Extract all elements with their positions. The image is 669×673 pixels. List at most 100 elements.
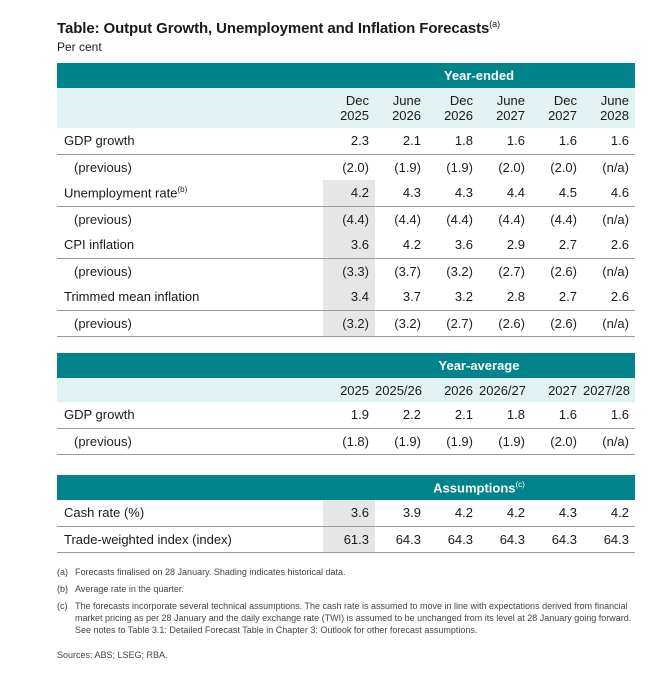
footnote: (b) Average rate in the quarter. bbox=[57, 584, 184, 594]
column-header-year: 2028 bbox=[600, 108, 629, 123]
table-cell: (2.6) bbox=[550, 315, 577, 331]
year-average-label: Year-average bbox=[438, 358, 520, 373]
assumptions-label: Assumptions(c) bbox=[433, 479, 525, 496]
row-label: Cash rate (%) bbox=[57, 505, 323, 520]
table-cell: 1.8 bbox=[506, 407, 525, 423]
table-cell: 61.3 bbox=[323, 526, 375, 552]
column-header: 2027/28 bbox=[583, 382, 630, 398]
table-cell: 4.5 bbox=[558, 185, 577, 201]
assumptions-table: Assumptions(c) Cash rate (%) 3.6 3.9 4.2 4.2… bbox=[57, 475, 635, 553]
table-cell: 1.8 bbox=[454, 133, 473, 149]
column-header: 2026 bbox=[444, 382, 473, 398]
table-cell: 1.6 bbox=[610, 407, 629, 423]
column-header-year: 2027 bbox=[496, 108, 525, 123]
table-row: (previous) (3.2) (3.2) (2.7) (2.6) (2.6) (n/a) bbox=[57, 310, 635, 337]
row-label-text: (previous) bbox=[74, 433, 132, 449]
table-cell: (1.8) bbox=[342, 433, 369, 449]
table-row: (previous) (1.8) (1.9) (1.9) (1.9) (2.0) (n/a) bbox=[57, 429, 635, 455]
column-header: 2025 bbox=[340, 382, 369, 398]
table-cell: (2.0) bbox=[550, 159, 577, 175]
year-ended-table: Year-ended Dec 2025 June 2026 Dec 2026 June 202… bbox=[57, 63, 635, 337]
table-cell: (n/a) bbox=[602, 211, 629, 227]
row-note: (b) bbox=[177, 185, 188, 195]
table-cell: 4.3 bbox=[402, 185, 421, 201]
table-row: (previous) (2.0) (1.9) (1.9) (2.0) (2.0) (n/a) bbox=[57, 155, 635, 181]
table-cell: (4.4) bbox=[446, 211, 473, 227]
row-label-text: (previous) bbox=[74, 263, 132, 279]
row-label-text: Trimmed mean inflation bbox=[64, 289, 200, 305]
table-cell: 3.6 bbox=[454, 237, 473, 253]
title-note: (a) bbox=[489, 19, 500, 29]
column-header-period: Dec bbox=[449, 93, 473, 108]
table-row: GDP growth 2.3 2.1 1.8 1.6 1.6 1.6 bbox=[57, 128, 635, 155]
table-cell: (3.2) bbox=[394, 315, 421, 331]
table-cell: 2.1 bbox=[402, 133, 421, 149]
year-average-band: Year-average bbox=[57, 353, 635, 378]
table-cell: 4.2 bbox=[323, 180, 375, 206]
row-label: (previous) bbox=[57, 160, 323, 175]
row-label: Trimmed mean inflation bbox=[57, 289, 323, 304]
table-cell: (2.6) bbox=[498, 315, 525, 331]
table-cell: (3.2) bbox=[323, 310, 375, 336]
row-label: Trade-weighted index (index) bbox=[57, 532, 323, 547]
year-average-header: 2025 2025/26 2026 2026/27 2027 2027/28 bbox=[57, 378, 635, 402]
table-cell: 4.3 bbox=[454, 185, 473, 201]
row-label-text: (previous) bbox=[74, 315, 132, 331]
table-cell: 2.6 bbox=[610, 237, 629, 253]
table-cell: (2.0) bbox=[342, 159, 369, 175]
row-label: (previous) bbox=[57, 434, 323, 449]
row-label-text: Trade-weighted index (index) bbox=[64, 531, 232, 547]
table-cell: 1.6 bbox=[506, 133, 525, 149]
table-cell: (n/a) bbox=[602, 433, 629, 449]
table-cell: 64.3 bbox=[499, 531, 525, 547]
table-cell: (4.4) bbox=[323, 206, 375, 232]
table-cell: 4.4 bbox=[506, 185, 525, 201]
column-header: Dec 2026 bbox=[427, 93, 479, 123]
row-label-text: CPI inflation bbox=[64, 237, 135, 253]
row-label: (previous) bbox=[57, 316, 323, 331]
footnote: (a) Forecasts finalised on 28 January. Sh… bbox=[57, 567, 346, 577]
table-cell: (2.0) bbox=[498, 159, 525, 175]
row-label: (previous) bbox=[57, 264, 323, 279]
table-cell: (n/a) bbox=[602, 263, 629, 279]
table-cell: 64.3 bbox=[447, 531, 473, 547]
page-title: Table: Output Growth, Unemployment and I… bbox=[57, 19, 500, 37]
row-label-text: GDP growth bbox=[64, 407, 135, 423]
row-label: CPI inflation bbox=[57, 237, 323, 252]
column-header-year: 2027 bbox=[548, 108, 577, 123]
table-row: GDP growth 1.9 2.2 2.1 1.8 1.6 1.6 bbox=[57, 402, 635, 429]
table-cell: 1.6 bbox=[610, 133, 629, 149]
column-header-period: June bbox=[496, 93, 525, 108]
row-label-text: Unemployment rate bbox=[64, 185, 178, 201]
year-ended-band: Year-ended bbox=[57, 63, 635, 88]
table-row: (previous) (3.3) (3.7) (3.2) (2.7) (2.6) (n/a) bbox=[57, 258, 635, 284]
table-cell: 2.8 bbox=[506, 289, 525, 305]
table-cell: 3.9 bbox=[402, 505, 421, 521]
column-header: June 2028 bbox=[583, 93, 635, 123]
row-label: Unemployment rate(b) bbox=[57, 185, 323, 200]
table-cell: 1.6 bbox=[558, 407, 577, 423]
column-header-year: 2025 bbox=[340, 108, 369, 123]
table-cell: (n/a) bbox=[602, 315, 629, 331]
column-header-year: 2026 bbox=[392, 108, 421, 123]
table-cell: 3.6 bbox=[323, 232, 375, 258]
table-cell: 4.2 bbox=[402, 237, 421, 253]
column-header-period: Dec bbox=[345, 93, 369, 108]
column-header-year: 2026 bbox=[444, 108, 473, 123]
row-label-text: (previous) bbox=[74, 159, 132, 175]
table-cell: (2.6) bbox=[550, 263, 577, 279]
table-cell: 4.2 bbox=[506, 505, 525, 521]
table-cell: (2.7) bbox=[446, 315, 473, 331]
column-header: Dec 2027 bbox=[531, 93, 583, 123]
column-header: June 2027 bbox=[479, 93, 531, 123]
table-cell: 2.3 bbox=[350, 133, 369, 149]
table-row: (previous) (4.4) (4.4) (4.4) (4.4) (4.4) (n/a) bbox=[57, 206, 635, 232]
table-cell: 2.2 bbox=[402, 407, 421, 423]
row-label: (previous) bbox=[57, 212, 323, 227]
table-cell: 3.2 bbox=[454, 289, 473, 305]
row-label-text: Cash rate (%) bbox=[64, 505, 145, 521]
sources-note: Sources: ABS; LSEG; RBA. bbox=[57, 650, 168, 660]
table-cell: (1.9) bbox=[394, 159, 421, 175]
table-cell: (n/a) bbox=[602, 159, 629, 175]
table-cell: 3.6 bbox=[323, 500, 375, 526]
